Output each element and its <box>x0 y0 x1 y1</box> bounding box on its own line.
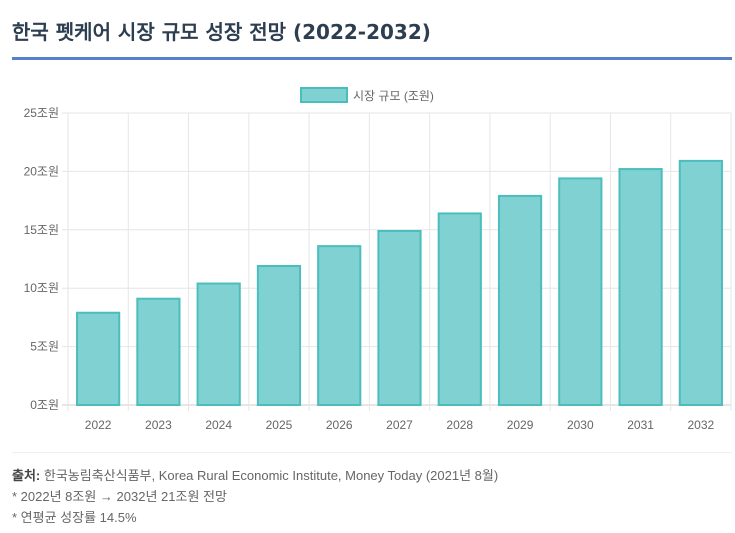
bar <box>196 282 241 407</box>
legend-swatch <box>300 87 348 103</box>
bar <box>76 311 121 406</box>
source-divider <box>12 452 732 453</box>
x-tick-label: 2031 <box>627 418 654 432</box>
y-axis: 0조원 5조원 10조원 15조원 20조원 25조원 <box>24 106 59 412</box>
source-line: 출처: 한국농림축산식품부, Korea Rural Economic Inst… <box>12 465 498 486</box>
bar <box>136 297 181 407</box>
x-tick-label: 2023 <box>145 418 172 432</box>
title-divider <box>12 57 732 60</box>
y-tick-label: 0조원 <box>30 398 59 412</box>
x-axis: 2022 2023 2024 2025 2026 2027 2028 2029 2030 2031… <box>85 418 715 432</box>
grid <box>62 112 732 411</box>
bar <box>256 265 302 406</box>
x-tick-label: 2029 <box>507 418 534 432</box>
y-tick-label: 15조원 <box>24 223 59 237</box>
bar <box>678 159 723 406</box>
x-tick-label: 2025 <box>266 418 293 432</box>
x-tick-label: 2024 <box>205 418 232 432</box>
bar <box>437 212 482 406</box>
page-title: 한국 펫케어 시장 규모 성장 전망 (2022-2032) <box>12 20 431 44</box>
x-tick-label: 2022 <box>85 418 112 432</box>
x-tick-label: 2027 <box>386 418 413 432</box>
x-tick-label: 2030 <box>567 418 594 432</box>
bars <box>76 159 723 407</box>
x-tick-label: 2032 <box>688 418 715 432</box>
y-tick-label: 25조원 <box>24 106 59 120</box>
bar <box>558 177 603 406</box>
x-tick-label: 2026 <box>326 418 353 432</box>
note-forecast: * 2022년 8조원 → 2032년 21조원 전망 <box>12 489 227 504</box>
y-tick-label: 5조원 <box>30 340 59 354</box>
legend[interactable]: 시장 규모 (조원) <box>300 87 434 103</box>
y-tick-label: 20조원 <box>24 164 59 178</box>
bar <box>377 229 422 406</box>
source-text: 한국농림축산식품부, Korea Rural Economic Institut… <box>40 468 499 483</box>
legend-label: 시장 규모 (조원) <box>353 89 434 103</box>
y-tick-label: 10조원 <box>24 281 59 295</box>
source-block: 출처: 한국농림축산식품부, Korea Rural Economic Inst… <box>12 465 498 528</box>
bar <box>317 245 362 406</box>
bar <box>618 168 663 406</box>
source-label: 출처: <box>12 468 41 483</box>
note-cagr: * 연평균 성장률 14.5% <box>12 510 137 525</box>
bar <box>497 194 543 406</box>
x-tick-label: 2028 <box>446 418 473 432</box>
